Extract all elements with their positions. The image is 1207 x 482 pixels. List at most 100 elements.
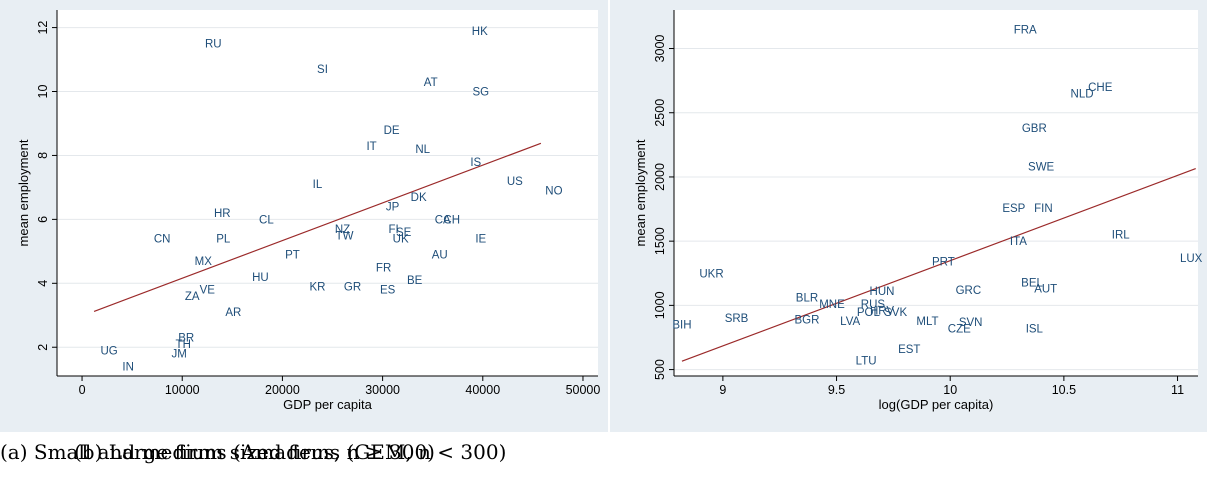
point-label-es: ES	[380, 285, 396, 297]
point-label-srb: SRB	[725, 313, 749, 325]
caption-b: (b) Large firms (Amadeus, n ≥ 300)	[74, 440, 435, 464]
point-label-grc: GRC	[956, 285, 982, 297]
x-tick-label: 9.5	[828, 383, 845, 397]
point-label-si: SI	[317, 64, 328, 76]
point-label-mne: MNE	[819, 299, 845, 311]
y-tick-label: 2000	[653, 163, 667, 191]
point-label-est: EST	[898, 344, 920, 356]
x-tick-label: 10	[943, 383, 957, 397]
point-label-svn: SVN	[959, 317, 983, 329]
point-label-ch: CH	[443, 214, 460, 226]
point-label-br: BR	[178, 333, 194, 345]
point-label-gbr: GBR	[1022, 123, 1047, 135]
point-label-uk: UK	[393, 234, 409, 246]
point-label-hun: HUN	[870, 286, 895, 298]
x-tick-label: 10.5	[1052, 383, 1076, 397]
y-axis-title: mean employment	[16, 139, 31, 246]
y-tick-label: 2	[36, 344, 50, 351]
point-label-ita: ITA	[1010, 236, 1027, 248]
x-axis-title: log(GDP per capita)	[879, 397, 994, 412]
point-label-swe: SWE	[1028, 162, 1055, 174]
point-label-ru: RU	[205, 39, 222, 51]
scatter-chart-b: 9 9.5 10 10.5 11 500 1000 1500 2000 2500 3000 log(G…	[610, 0, 1207, 432]
point-label-blr: BLR	[796, 293, 818, 305]
point-label-irl: IRL	[1112, 230, 1131, 242]
scatter-chart-a: 0 10000 20000 30000 40000 50000 2 4 6 8 10 12 GDP pe…	[0, 0, 608, 432]
point-label-se: SE	[396, 227, 412, 239]
point-label-gr: GR	[344, 281, 361, 293]
point-label-au: AU	[432, 250, 448, 262]
point-label-il: IL	[313, 179, 323, 191]
point-label-ca: CA	[435, 214, 451, 226]
y-tick-label: 6	[36, 216, 50, 223]
x-tick-label: 11	[1171, 383, 1184, 397]
x-tick-label: 0	[79, 383, 86, 397]
point-label-sg: SG	[472, 87, 489, 99]
point-label-no: NO	[545, 186, 562, 198]
point-label-ar: AR	[225, 307, 241, 319]
y-tick-label: 1000	[653, 291, 667, 319]
fit-line	[93, 142, 542, 312]
point-label-at: AT	[424, 77, 438, 89]
point-label-pt: PT	[285, 250, 300, 262]
point-label-nz: NZ	[335, 224, 350, 236]
x-tick-label: 30000	[365, 383, 400, 397]
x-axis-title: GDP per capita	[283, 397, 372, 412]
panel-a-scatter: 0 10000 20000 30000 40000 50000 2 4 6 8 10 12 GDP pe…	[0, 0, 608, 432]
point-label-dk: DK	[411, 192, 427, 204]
point-label-jp: JP	[386, 202, 400, 214]
point-label-hr: HR	[214, 208, 231, 220]
y-tick-label: 3000	[653, 35, 667, 63]
point-label-lux: LUX	[1180, 253, 1203, 265]
point-label-fin: FIN	[1034, 203, 1053, 215]
point-label-fra: FRA	[1014, 24, 1037, 36]
point-label-us: US	[507, 176, 523, 188]
point-label-ug: UG	[100, 345, 117, 357]
point-label-aut: AUT	[1034, 284, 1057, 296]
point-label-fi: FI	[389, 224, 399, 236]
point-label-be: BE	[407, 275, 423, 287]
panel-b-scatter: 9 9.5 10 10.5 11 500 1000 1500 2000 2500 3000 log(G…	[610, 0, 1207, 482]
point-label-za: ZA	[185, 291, 200, 303]
point-label-hk: HK	[472, 26, 488, 38]
fit-line	[681, 168, 1196, 362]
x-tick-label: 20000	[265, 383, 300, 397]
point-label-isl: ISL	[1026, 323, 1044, 335]
point-label-hu: HU	[252, 272, 269, 284]
point-label-cl: CL	[259, 214, 274, 226]
plot-area	[57, 10, 598, 376]
point-label-jm: JM	[172, 349, 187, 361]
point-label-esp: ESP	[1002, 203, 1025, 215]
point-label-prt: PRT	[932, 257, 955, 269]
x-tick-label: 9	[719, 383, 726, 397]
point-label-bel: BEL	[1021, 277, 1043, 289]
y-tick-label: 2500	[653, 99, 667, 127]
point-label-nl: NL	[415, 144, 430, 156]
point-label-ie: IE	[475, 234, 486, 246]
y-tick-label: 10	[36, 85, 50, 99]
point-label-lva: LVA	[840, 316, 860, 328]
plot-area	[674, 10, 1198, 376]
point-label-cn: CN	[154, 234, 171, 246]
point-label-mlt: MLT	[916, 316, 938, 328]
point-label-it: IT	[366, 141, 376, 153]
point-label-th: TH	[176, 339, 191, 351]
point-label-de: DE	[384, 125, 400, 137]
point-label-che: CHE	[1088, 82, 1113, 94]
y-tick-label: 1500	[653, 227, 667, 255]
point-label-cze: CZE	[948, 323, 971, 335]
y-tick-label: 4	[36, 280, 50, 287]
point-label-ltu: LTU	[856, 356, 877, 368]
point-label-hrv: HRV	[870, 306, 894, 318]
y-tick-label: 500	[653, 359, 667, 380]
point-label-fr: FR	[376, 262, 391, 274]
y-tick-label: 12	[36, 21, 50, 35]
x-tick-label: 10000	[165, 383, 200, 397]
point-label-ve: VE	[200, 285, 216, 297]
x-tick-label: 40000	[465, 383, 500, 397]
point-label-svk: SVK	[884, 307, 907, 319]
point-label-bgr: BGR	[795, 314, 820, 326]
x-tick-label: 50000	[566, 383, 601, 397]
point-label-in: IN	[122, 361, 134, 373]
caption-a: (a) Small and medium sized firms (GEM, n…	[0, 440, 507, 464]
